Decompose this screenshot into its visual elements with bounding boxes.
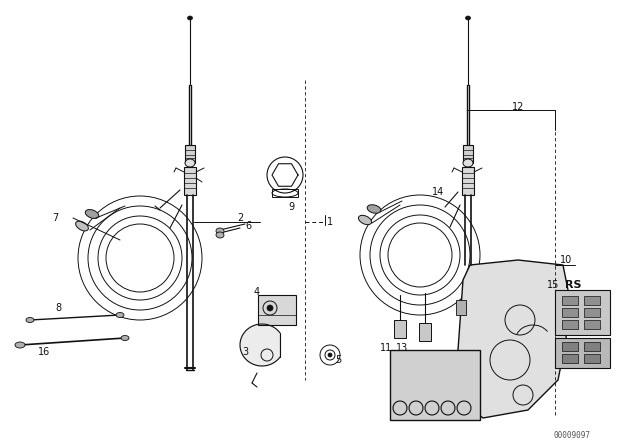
Text: RS: RS	[565, 280, 582, 290]
Ellipse shape	[185, 159, 195, 167]
Ellipse shape	[26, 318, 34, 323]
Ellipse shape	[15, 342, 25, 348]
Bar	[184, 167, 196, 195]
Text: 00009097: 00009097	[553, 431, 590, 440]
Text: 13: 13	[396, 343, 408, 353]
Bar	[562, 308, 578, 317]
Ellipse shape	[463, 159, 473, 167]
Bar	[555, 338, 610, 368]
Text: 16: 16	[38, 347, 51, 357]
Text: 4: 4	[254, 287, 260, 297]
Circle shape	[267, 305, 273, 311]
Text: 10: 10	[560, 255, 572, 265]
Ellipse shape	[367, 205, 381, 213]
Ellipse shape	[116, 313, 124, 318]
Ellipse shape	[85, 210, 99, 219]
Bar	[555, 290, 610, 335]
Text: 9: 9	[288, 202, 294, 212]
Text: 5: 5	[335, 355, 341, 365]
Bar	[562, 320, 578, 329]
Bar	[584, 296, 600, 305]
Text: 8: 8	[55, 303, 61, 313]
Text: 12: 12	[512, 102, 524, 112]
Bar	[584, 320, 600, 329]
Ellipse shape	[121, 336, 129, 340]
Ellipse shape	[358, 215, 372, 225]
Bar	[394, 320, 406, 338]
Circle shape	[328, 353, 332, 357]
Bar	[462, 167, 474, 195]
Bar	[584, 308, 600, 317]
Bar	[456, 300, 466, 315]
Ellipse shape	[216, 232, 224, 238]
Bar	[463, 145, 473, 163]
Ellipse shape	[188, 16, 193, 20]
Bar	[258, 295, 296, 325]
Polygon shape	[458, 260, 568, 418]
Ellipse shape	[465, 16, 470, 20]
Bar	[562, 296, 578, 305]
Bar	[584, 354, 600, 363]
Text: 3: 3	[242, 347, 248, 357]
Text: 15: 15	[547, 280, 559, 290]
Text: 7: 7	[52, 213, 58, 223]
Ellipse shape	[216, 228, 224, 234]
Text: 11: 11	[380, 343, 392, 353]
Bar	[584, 342, 600, 351]
Bar	[419, 323, 431, 341]
Bar	[390, 350, 480, 420]
Ellipse shape	[76, 221, 88, 231]
Bar	[272, 189, 298, 197]
Text: 6: 6	[245, 221, 251, 231]
Text: 1: 1	[327, 217, 333, 227]
Polygon shape	[240, 324, 280, 366]
Bar	[185, 145, 195, 163]
Bar	[562, 354, 578, 363]
Bar	[562, 342, 578, 351]
Text: 2: 2	[237, 213, 243, 223]
Text: 14: 14	[432, 187, 444, 197]
